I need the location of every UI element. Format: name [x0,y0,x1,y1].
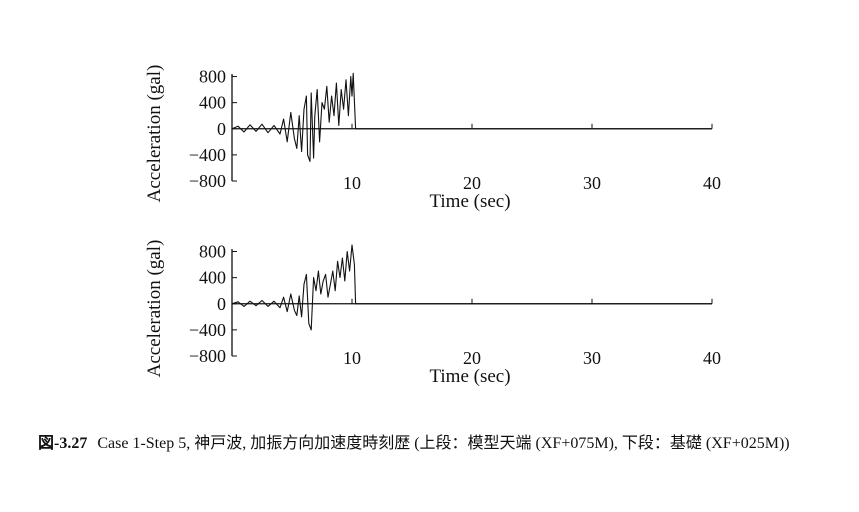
figure-caption: 図-3.27 Case 1-Step 5, 神戸波, 加振方向加速度時刻歴 (上段… [38,428,838,460]
x-tick-label: 20 [463,348,481,368]
y-tick-label: −800 [189,346,226,366]
y-tick-label: 400 [199,268,226,288]
y-tick-label: 800 [199,242,226,262]
x-tick-label: 30 [583,348,601,368]
plot-panel-1: 800 400 0 −400 −800 10 20 30 40 Time (sec) Acceler… [144,65,721,212]
x-tick-label: 30 [583,173,601,193]
y-tick-label: 0 [217,119,226,139]
y-axis-title: Acceleration (gal) [144,65,165,203]
series-line [231,244,712,331]
x-tick-label: 40 [703,173,721,193]
y-tick-label: 400 [199,93,226,113]
x-tick-label: 20 [463,173,481,193]
y-axis-title: Acceleration (gal) [144,240,165,378]
x-axis-title: Time (sec) [429,191,510,212]
y-tick-label: −400 [189,145,226,165]
y-tick-label: −400 [189,320,226,340]
y-tick-label: 800 [199,67,226,87]
caption-text: Case 1-Step 5, 神戸波, 加振方向加速度時刻歴 (上段：模型天端 … [97,435,790,452]
x-tick-label: 10 [343,173,361,193]
x-tick-label: 40 [703,348,721,368]
figure-number: 図-3.27 [38,435,88,452]
series-line [231,72,712,162]
x-axis-title: Time (sec) [429,366,510,387]
y-tick-label: −800 [189,171,226,191]
y-tick-label: 0 [217,294,226,314]
x-tick-label: 10 [343,348,361,368]
plot-panel-2: 800 400 0 −400 −800 10 20 30 40 Time (sec) Acceler… [144,240,721,387]
